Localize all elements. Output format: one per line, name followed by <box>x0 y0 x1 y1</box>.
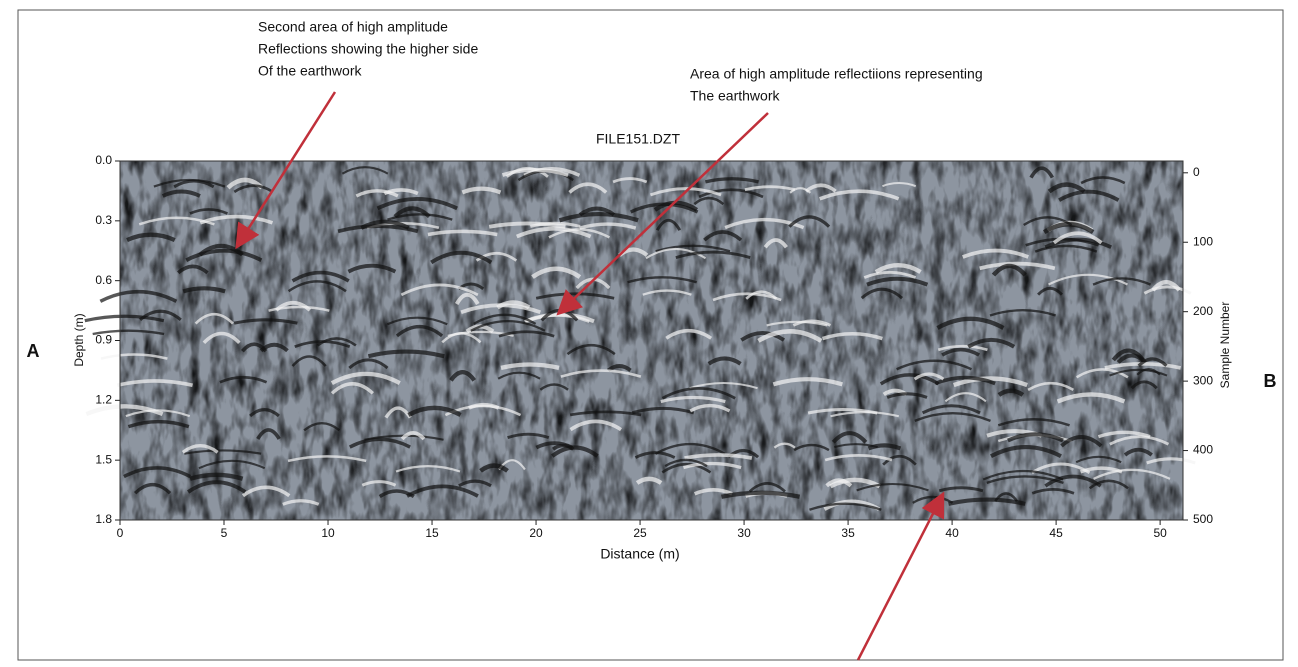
y-tick-label: 1.8 <box>95 512 112 526</box>
annotation-line: Area of high amplitude reflectiions repr… <box>690 66 983 82</box>
x-axis-label: Distance (m) <box>600 546 679 562</box>
annotation-arrow <box>858 496 942 660</box>
x-tick-label: 40 <box>945 526 959 540</box>
side-label: B <box>1264 371 1277 391</box>
y-tick-label: 0.0 <box>95 153 112 167</box>
x-tick-label: 45 <box>1049 526 1063 540</box>
y2-tick-label: 400 <box>1193 443 1213 457</box>
y-tick-label: 0.6 <box>95 273 112 287</box>
side-label: A <box>27 341 40 361</box>
annotation-line: The earthwork <box>690 88 780 104</box>
y2-tick-label: 0 <box>1193 165 1200 179</box>
x-tick-label: 30 <box>737 526 751 540</box>
y2-tick-label: 500 <box>1193 512 1213 526</box>
x-tick-label: 0 <box>117 526 124 540</box>
x-tick-label: 10 <box>321 526 335 540</box>
chart-title: FILE151.DZT <box>596 131 680 147</box>
y2-tick-label: 300 <box>1193 373 1213 387</box>
y-tick-label: 0.9 <box>95 333 112 347</box>
annotation-line: Second area of high amplitude <box>258 19 448 35</box>
y2-tick-label: 100 <box>1193 234 1213 248</box>
x-tick-label: 5 <box>221 526 228 540</box>
x-tick-label: 35 <box>841 526 855 540</box>
x-tick-label: 25 <box>633 526 647 540</box>
x-tick-label: 15 <box>425 526 439 540</box>
y2-tick-label: 200 <box>1193 304 1213 318</box>
y-tick-label: 0.3 <box>95 213 112 227</box>
x-tick-label: 20 <box>529 526 543 540</box>
annotation-line: Of the earthwork <box>258 63 362 79</box>
radargram-texture <box>120 161 1183 520</box>
y2-axis-label: Sample Number <box>1218 302 1232 389</box>
annotation-line: Reflections showing the higher side <box>258 41 478 57</box>
y-axis-label: Depth (m) <box>72 313 86 366</box>
y-tick-label: 1.5 <box>95 452 112 466</box>
x-tick-label: 50 <box>1153 526 1167 540</box>
figure: FILE151.DZT Distance (m) Depth (m) Sampl… <box>0 0 1298 667</box>
y-tick-label: 1.2 <box>95 393 112 407</box>
